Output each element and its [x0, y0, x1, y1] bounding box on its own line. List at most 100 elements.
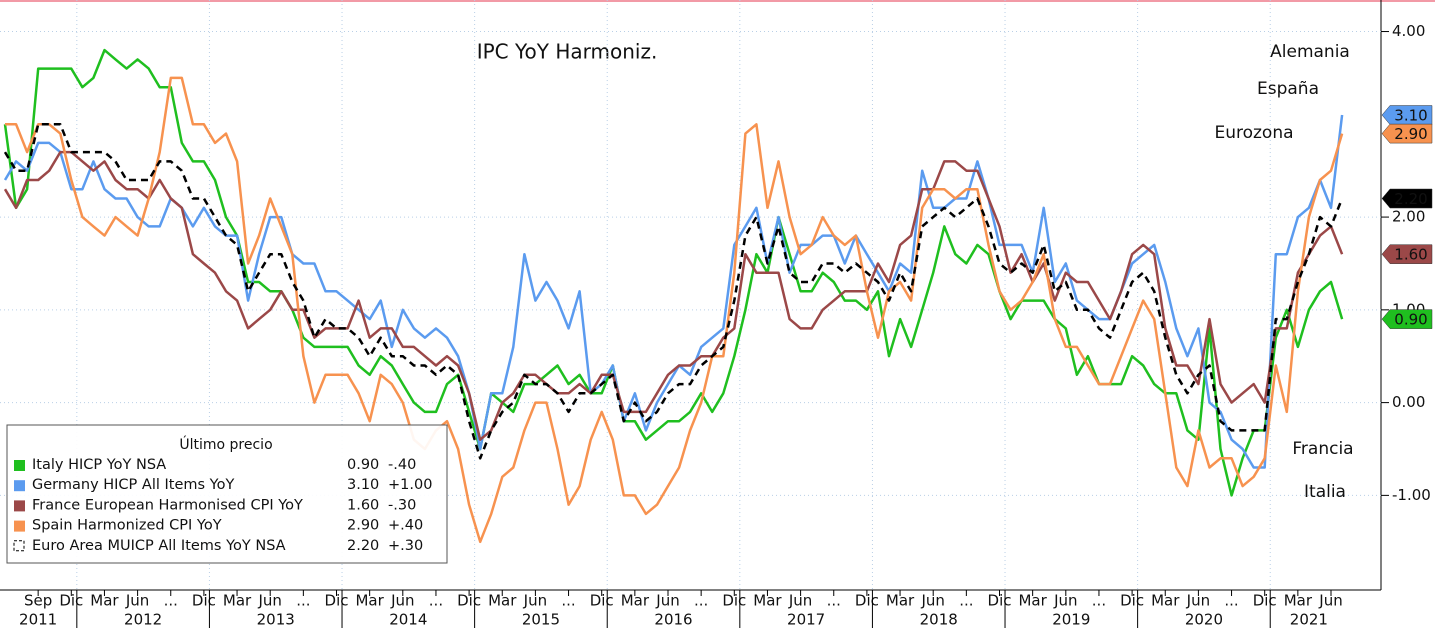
- x-tick-label: Mar: [753, 592, 782, 610]
- x-tick-label: Dic: [988, 592, 1012, 610]
- x-tick-label: ...: [429, 592, 443, 610]
- legend-change: +.30: [388, 538, 423, 554]
- year-label: 2016: [654, 611, 692, 628]
- region-label: España: [1257, 79, 1319, 99]
- legend-box: [6, 424, 448, 564]
- x-tick-label: Dic: [325, 592, 349, 610]
- x-tick-label: Dic: [59, 592, 83, 610]
- x-tick-label: Dic: [1253, 592, 1277, 610]
- x-tick-label: ...: [561, 592, 575, 610]
- last-value-label: 2.20: [1394, 190, 1427, 208]
- year-label: 2014: [389, 611, 427, 628]
- region-label: Eurozona: [1214, 123, 1293, 143]
- x-tick-label: Jun: [655, 592, 679, 610]
- y-tick-label: -1.00: [1392, 486, 1431, 504]
- legend: Último precio Italy HICP YoY NSA 0.90 -.40…: [6, 424, 448, 564]
- y-tick-label: 4.00: [1392, 22, 1425, 40]
- last-value-tag: [1381, 105, 1433, 125]
- legend-swatch: [14, 500, 25, 512]
- x-tick-label: Mar: [223, 592, 252, 610]
- legend-last: 3.10: [347, 477, 379, 493]
- x-tick-label: Jun: [523, 592, 547, 610]
- chart-title: IPC YoY Harmoniz.: [477, 40, 658, 64]
- legend-change: +.40: [388, 518, 423, 534]
- x-tick-label: Dic: [192, 592, 216, 610]
- x-tick-label: ...: [296, 592, 310, 610]
- region-label: Italia: [1304, 482, 1346, 502]
- year-label: 2021: [1290, 611, 1328, 628]
- last-value-label: 3.10: [1394, 107, 1427, 125]
- legend-name: Euro Area MUICP All Items YoY NSA: [32, 538, 286, 554]
- x-tick-label: Mar: [488, 592, 517, 610]
- series-line: [3, 150, 1344, 441]
- x-tick-label: ...: [1092, 592, 1106, 610]
- x-tick-label: Mar: [1151, 592, 1180, 610]
- year-label: 2013: [257, 611, 295, 628]
- legend-name: Germany HICP All Items YoY: [32, 477, 234, 493]
- x-tick-label: Dic: [855, 592, 879, 610]
- region-label: Alemania: [1270, 42, 1350, 62]
- last-value-label: 2.90: [1394, 125, 1427, 143]
- legend-swatch: [13, 540, 25, 552]
- legend-change: -.30: [388, 497, 416, 513]
- legend-swatch: [14, 460, 25, 471]
- legend-last: 2.20: [347, 538, 379, 554]
- year-label: 2012: [124, 611, 162, 628]
- legend-swatch: [14, 480, 25, 492]
- series-line: [3, 48, 1344, 497]
- legend-name: Italy HICP YoY NSA: [32, 457, 166, 473]
- legend-swatch: [14, 520, 25, 532]
- x-tick-label: Mar: [1284, 592, 1313, 610]
- x-tick-label: ...: [827, 592, 841, 610]
- x-tick-label: Jun: [788, 592, 812, 610]
- x-tick-label: Dic: [590, 592, 614, 610]
- x-tick-label: Jun: [1053, 592, 1077, 610]
- year-label: 2017: [787, 611, 825, 628]
- x-tick-label: Mar: [1018, 592, 1047, 610]
- x-tick-label: Sep: [24, 592, 52, 610]
- y-tick-label: 0.00: [1392, 393, 1425, 411]
- x-tick-label: Jun: [390, 592, 414, 610]
- x-tick-label: Dic: [1120, 592, 1144, 610]
- x-tick-label: Dic: [722, 592, 746, 610]
- x-tick-label: Mar: [355, 592, 384, 610]
- x-tick-label: ...: [694, 592, 708, 610]
- legend-change: -.40: [388, 457, 416, 473]
- year-label: 2019: [1052, 611, 1090, 628]
- legend-last: 2.90: [347, 518, 379, 534]
- x-tick-label: Mar: [886, 592, 915, 610]
- x-tick-label: Jun: [1186, 592, 1210, 610]
- year-label: 2011: [19, 611, 57, 628]
- last-value-tag: [1381, 188, 1433, 209]
- x-tick-label: ...: [1224, 592, 1238, 610]
- legend-title: Último precio: [179, 435, 272, 453]
- legend-name: Spain Harmonized CPI YoY: [32, 518, 222, 534]
- legend-name: France European Harmonised CPI YoY: [32, 497, 303, 513]
- x-tick-label: ...: [959, 592, 973, 610]
- last-value-tag: [1381, 244, 1433, 264]
- year-label: 2015: [522, 611, 560, 628]
- region-label: Francia: [1292, 439, 1353, 459]
- year-label: 2018: [920, 611, 958, 628]
- series-line: [3, 123, 1344, 460]
- x-tick-label: Jun: [920, 592, 944, 610]
- year-label: 2020: [1185, 611, 1223, 628]
- legend-last: 0.90: [347, 457, 379, 473]
- last-value-label: 1.60: [1394, 246, 1427, 264]
- legend-last: 1.60: [347, 497, 379, 513]
- x-tick-label: Mar: [621, 592, 650, 610]
- x-tick-label: ...: [164, 592, 178, 610]
- x-tick-label: Jun: [1318, 592, 1342, 610]
- x-tick-label: Jun: [125, 592, 149, 610]
- x-tick-label: Dic: [457, 592, 481, 610]
- x-tick-label: Mar: [90, 592, 119, 610]
- series-line: [5, 76, 1344, 544]
- y-tick-label: 2.00: [1392, 208, 1425, 226]
- x-tick-label: Jun: [257, 592, 281, 610]
- last-value-tag: [1381, 309, 1433, 329]
- legend-change: +1.00: [388, 477, 432, 493]
- last-value-label: 0.90: [1394, 311, 1427, 329]
- lines: [3, 48, 1344, 544]
- last-value-tag: [1381, 123, 1433, 144]
